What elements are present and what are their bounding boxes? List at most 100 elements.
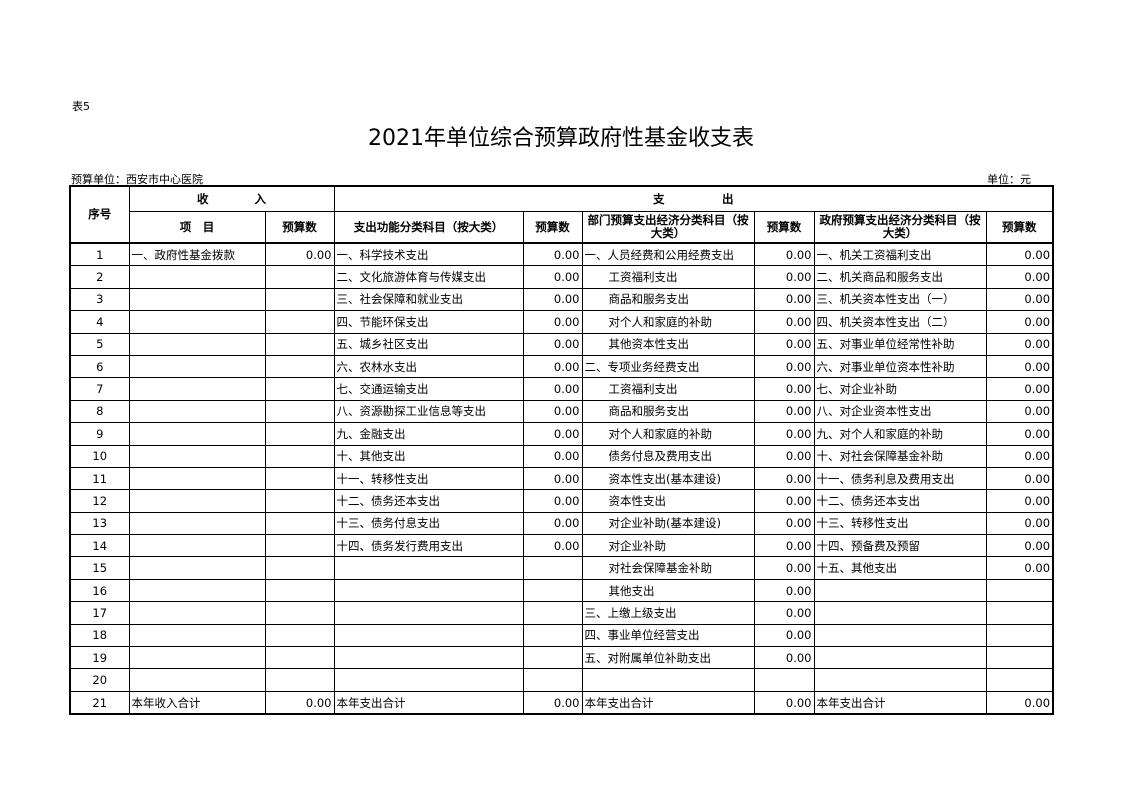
table-cell xyxy=(264,578,335,603)
table-row: 10 十、其他支出 0.00 债务付息及费用支出 0.00 十、对社会保障基金补助 0.00 xyxy=(69,444,1054,468)
table-row: 19 五、对附属单位补助支出 0.00 xyxy=(69,646,1054,670)
table-cell: 0.00 xyxy=(753,534,815,558)
table-row: 1 一、政府性基金拨款 0.00 一、科学技术支出 0.00 一、人员经费和公用经费支出 0… xyxy=(69,242,1054,267)
table-cell: 商品和服务支出 xyxy=(581,287,755,312)
table-cell: 0.00 xyxy=(522,534,583,558)
table-cell: 0.00 xyxy=(985,399,1054,424)
table-cell xyxy=(264,444,335,468)
table-cell: 0.00 xyxy=(753,242,815,267)
table-cell xyxy=(753,668,815,692)
table-cell: 四、机关资本性支出（二） xyxy=(813,310,987,334)
table-cell: 一、科学技术支出 xyxy=(333,242,524,267)
table-cell: 0.00 xyxy=(985,444,1054,468)
table-cell: 三、机关资本性支出（一） xyxy=(813,287,987,312)
table-cell: 0.00 xyxy=(522,489,583,513)
table-row: 11 十一、转移性支出 0.00 资本性支出(基本建设) 0.00 十一、债务利息及费用支… xyxy=(69,466,1054,491)
table-row: 7 七、交通运输支出 0.00 工资福利支出 0.00 七、对企业补助 0.00 xyxy=(69,377,1054,401)
table-number: 表5 xyxy=(72,100,90,113)
table-cell: 一、机关工资福利支出 xyxy=(813,242,987,267)
table-cell: 二、专项业务经费支出 xyxy=(581,354,755,379)
header-cell: 预算数 xyxy=(264,211,335,244)
table-cell: 十四、债务发行费用支出 xyxy=(333,534,524,558)
table-cell xyxy=(264,422,335,446)
table-row: 5 五、城乡社区支出 0.00 其他资本性支出 0.00 五、对事业单位经常性补助 0.00 xyxy=(69,332,1054,356)
table-row: 13 十三、债务付息支出 0.00 对企业补助(基本建设) 0.00 十三、转移性支出 0.… xyxy=(69,511,1054,536)
table-cell: 0.00 xyxy=(522,377,583,401)
table-cell xyxy=(264,287,335,312)
table-cell: 19 xyxy=(69,646,130,670)
table-cell xyxy=(128,444,266,468)
table-cell: 十三、转移性支出 xyxy=(813,511,987,536)
table-cell xyxy=(985,646,1054,670)
header-cell: 支 出 xyxy=(333,185,1054,212)
table-row: 14 十四、债务发行费用支出 0.00 对企业补助 0.00 十四、预备费及预留 0.00 xyxy=(69,534,1054,558)
table-cell xyxy=(264,466,335,491)
table-cell: 0.00 xyxy=(753,466,815,491)
table-row: 15 对社会保障基金补助 0.00 十五、其他支出 0.00 xyxy=(69,556,1054,580)
table-cell xyxy=(581,668,755,692)
title: 2021年单位综合预算政府性基金收支表 xyxy=(368,126,754,151)
table-cell xyxy=(813,623,987,648)
table-cell xyxy=(522,646,583,670)
table-cell: 20 xyxy=(69,668,130,692)
table-cell: 21 xyxy=(69,690,130,715)
table-cell xyxy=(813,646,987,670)
table-cell: 工资福利支出 xyxy=(581,377,755,401)
table-cell: 0.00 xyxy=(753,578,815,603)
table-cell xyxy=(128,511,266,536)
table-row: 8 八、资源勘探工业信息等支出 0.00 商品和服务支出 0.00 八、对企业资本性支出 0… xyxy=(69,399,1054,424)
table-cell xyxy=(522,623,583,648)
table-cell xyxy=(985,668,1054,692)
table-row: 17 三、上缴上级支出 0.00 xyxy=(69,601,1054,625)
table-cell xyxy=(264,534,335,558)
table-cell: 0.00 xyxy=(522,444,583,468)
table-cell: 11 xyxy=(69,466,130,491)
table-cell: 0.00 xyxy=(753,422,815,446)
currency-unit: 单位：元 xyxy=(987,173,1031,186)
table-cell: 其他支出 xyxy=(581,578,755,603)
table-cell xyxy=(128,623,266,648)
table-cell xyxy=(264,310,335,334)
table-cell: 9 xyxy=(69,422,130,446)
table-cell: 0.00 xyxy=(753,287,815,312)
table-body: 1 一、政府性基金拨款 0.00 一、科学技术支出 0.00 一、人员经费和公用经费支出 0… xyxy=(69,242,1054,715)
table-cell xyxy=(264,668,335,692)
table-cell xyxy=(128,265,266,289)
table-row: 3 三、社会保障和就业支出 0.00 商品和服务支出 0.00 三、机关资本性支出（一） 0… xyxy=(69,287,1054,312)
table-cell: 0.00 xyxy=(522,242,583,267)
table-cell: 十二、债务还本支出 xyxy=(813,489,987,513)
table-cell: 0.00 xyxy=(985,466,1054,491)
table-cell: 十一、债务利息及费用支出 xyxy=(813,466,987,491)
table-cell: 一、人员经费和公用经费支出 xyxy=(581,242,755,267)
table-cell: 八、资源勘探工业信息等支出 xyxy=(333,399,524,424)
table-cell: 二、文化旅游体育与传媒支出 xyxy=(333,265,524,289)
table-cell: 0.00 xyxy=(753,601,815,625)
table-cell xyxy=(264,332,335,356)
table-cell: 0.00 xyxy=(753,377,815,401)
table-cell: 五、对附属单位补助支出 xyxy=(581,646,755,670)
table-cell: 九、金融支出 xyxy=(333,422,524,446)
table-cell: 0.00 xyxy=(985,265,1054,289)
table-cell xyxy=(264,646,335,670)
table-cell: 五、城乡社区支出 xyxy=(333,332,524,356)
table-cell xyxy=(128,399,266,424)
table-cell: 六、农林水支出 xyxy=(333,354,524,379)
table-cell: 十一、转移性支出 xyxy=(333,466,524,491)
table-cell: 一、政府性基金拨款 xyxy=(128,242,266,267)
table-cell: 0.00 xyxy=(985,422,1054,446)
table-cell xyxy=(264,556,335,580)
table-cell: 对个人和家庭的补助 xyxy=(581,310,755,334)
table-cell xyxy=(333,623,524,648)
table-cell: 0.00 xyxy=(522,399,583,424)
table-cell xyxy=(264,399,335,424)
table-header: 序号 收 入 支 出 项 目预算数 支出功能分类科目（按大类） 预算数 部门预算支出经… xyxy=(69,185,1054,244)
table-cell: 0.00 xyxy=(753,354,815,379)
table-cell: 0.00 xyxy=(522,511,583,536)
table-cell: 三、社会保障和就业支出 xyxy=(333,287,524,312)
table-cell xyxy=(128,287,266,312)
table-cell: 三、上缴上级支出 xyxy=(581,601,755,625)
header-cell: 项 目 xyxy=(128,211,266,244)
table-cell: 0.00 xyxy=(753,310,815,334)
table-cell xyxy=(522,601,583,625)
table-cell: 债务付息及费用支出 xyxy=(581,444,755,468)
